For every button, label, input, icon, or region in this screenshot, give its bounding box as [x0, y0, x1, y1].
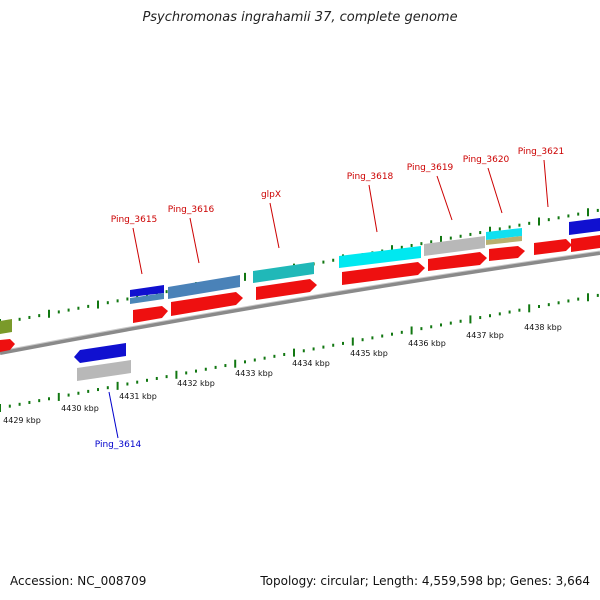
gene-label-ping-3616[interactable]: Ping_3616	[168, 205, 215, 215]
cds-arrow-3619[interactable]	[428, 252, 487, 271]
label-leader-line	[108, 391, 119, 439]
gene-ping-3618[interactable]	[339, 246, 421, 268]
kbp-tick-label: 4430 kbp	[61, 404, 99, 413]
kbp-tick-label: 4438 kbp	[524, 323, 562, 332]
bottom-tick-row	[0, 293, 599, 412]
gene-ping-3620-tan[interactable]	[486, 236, 522, 245]
kbp-tick-label: 4433 kbp	[235, 369, 273, 378]
cds-arrow-3620[interactable]	[489, 246, 525, 261]
label-leader-line	[436, 175, 453, 221]
cds-arrow-3616[interactable]	[171, 292, 243, 316]
map-title: Psychromonas ingrahamii 37, complete gen…	[142, 10, 458, 25]
kbp-tick-label: 4437 kbp	[466, 331, 504, 340]
gene-ping-3621-blue[interactable]	[569, 218, 600, 235]
kbp-tick-label: 4436 kbp	[408, 339, 446, 348]
cds-arrow-3615[interactable]	[133, 306, 168, 323]
cds-arrow-left[interactable]	[0, 339, 15, 352]
cds-arrow-3618[interactable]	[342, 262, 425, 285]
accession-text: Accession: NC_008709	[10, 574, 147, 588]
gene-left-olive[interactable]	[0, 319, 12, 334]
gene-label-ping-3615[interactable]: Ping_3615	[111, 215, 158, 225]
label-leader-line	[189, 217, 200, 264]
gene-label-ping-3618[interactable]: Ping_3618	[347, 172, 394, 182]
label-leader-line	[487, 167, 503, 214]
gene-ping-3619[interactable]	[424, 236, 485, 256]
kbp-tick-label: 4431 kbp	[119, 392, 157, 401]
kbp-tick-label: 4432 kbp	[177, 379, 215, 388]
kbp-tick-label: 4429 kbp	[3, 416, 41, 425]
topology-text: Topology: circular; Length: 4,559,598 bp…	[260, 574, 590, 588]
label-leader-line	[269, 202, 280, 249]
gene-ping-3616[interactable]	[168, 275, 240, 299]
gene-ping-3614-gray[interactable]	[77, 360, 131, 381]
gene-ping-3615-steel[interactable]	[130, 293, 164, 304]
gene-label-glpx[interactable]: glpX	[261, 190, 281, 200]
kbp-tick-label: 4434 kbp	[292, 359, 330, 368]
label-leader-line	[368, 184, 378, 233]
gene-glpx[interactable]	[253, 262, 314, 283]
gene-label-ping-3614[interactable]: Ping_3614	[95, 440, 142, 450]
label-leader-line	[132, 227, 143, 275]
genome-backbone-highlight	[0, 250, 600, 352]
gene-label-ping-3620[interactable]: Ping_3620	[463, 155, 510, 165]
cds-arrow-glpx[interactable]	[256, 279, 317, 300]
gene-label-ping-3621[interactable]: Ping_3621	[518, 147, 565, 157]
cds-arrow-3621b[interactable]	[571, 235, 600, 252]
gene-ping-3615-blue[interactable]	[130, 285, 164, 297]
genome-backbone	[0, 251, 600, 355]
gene-label-ping-3619[interactable]: Ping_3619	[407, 163, 454, 173]
cds-arrow-3621a[interactable]	[534, 239, 572, 255]
gene-ping-3614-blue[interactable]	[74, 343, 126, 363]
kbp-tick-label: 4435 kbp	[350, 349, 388, 358]
label-leader-line	[543, 159, 549, 208]
